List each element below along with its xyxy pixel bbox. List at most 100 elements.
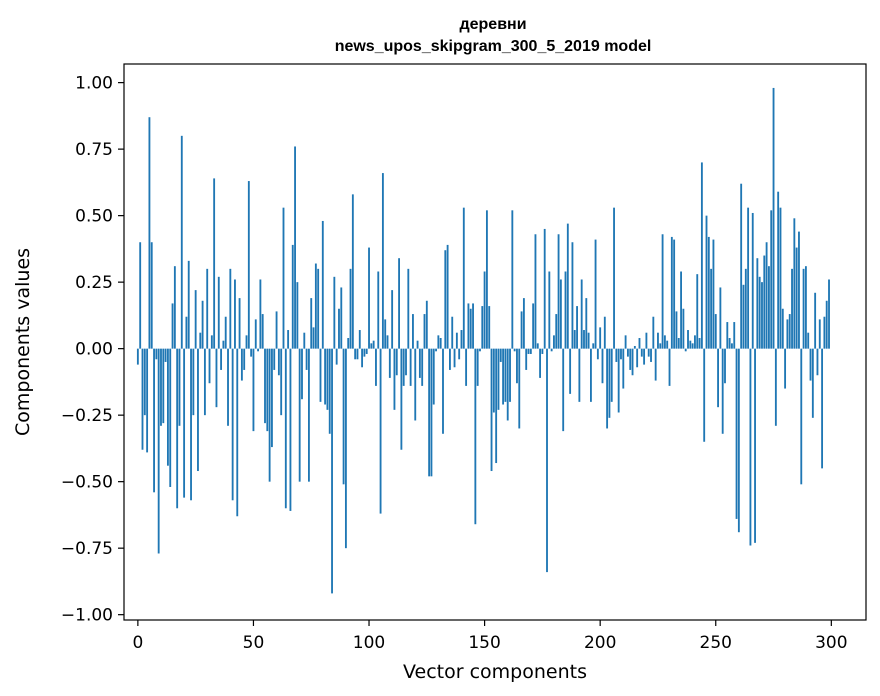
bar [451,316,454,349]
bar [243,348,246,370]
chart-title: деревни [459,16,526,33]
bar [675,311,678,349]
bar [754,348,756,543]
x-tick-label: 150 [468,633,500,653]
bar [566,223,569,349]
bar [714,314,717,349]
bar [234,279,236,349]
bar [294,146,296,349]
bar [744,268,747,349]
bar [391,290,394,349]
bar [453,348,456,368]
bar [305,348,308,370]
bar [728,338,731,349]
bar [781,308,784,349]
bar [365,348,368,354]
bar [312,327,315,349]
bar [340,287,343,349]
bar [368,247,370,349]
bar [777,191,780,349]
bar [176,348,179,509]
bar [449,348,451,370]
bar [405,348,407,376]
bar [160,348,162,426]
bar [442,348,444,434]
bar [788,314,791,349]
bar [594,239,597,349]
bar [222,340,225,349]
bar [381,173,384,349]
bar [694,335,696,349]
bar [136,348,139,365]
bar [240,348,243,381]
bar [774,348,777,426]
bar [603,316,606,349]
bar [654,348,657,381]
bar [326,348,329,410]
bar [682,308,685,349]
bar [525,348,528,370]
bar [250,348,253,357]
bar [210,335,213,349]
bar [280,348,283,416]
bar [804,266,807,349]
bar [483,271,486,349]
bar [687,330,689,349]
bar [460,330,463,349]
y-tick-label: −0.50 [61,473,113,493]
bar [613,207,615,349]
bar [807,332,810,349]
bar [321,220,324,349]
bar [259,279,262,349]
bar [800,348,803,485]
bar [153,348,155,493]
bar [622,348,625,389]
bar [763,255,766,349]
bar [289,348,292,511]
bar [439,338,442,349]
bar [696,274,699,349]
bar [284,348,287,509]
bar [197,348,199,472]
bar [185,316,188,349]
bar [388,348,391,378]
bar [726,322,729,349]
bar [643,348,646,365]
bar [257,348,259,352]
bar [208,348,211,384]
bar [518,348,521,429]
bar [268,348,271,482]
bar [652,316,655,349]
bar [245,335,248,349]
bar [647,348,650,357]
bar [798,231,800,349]
bar [620,348,622,360]
bar [606,348,609,429]
bar [354,348,357,360]
bar [421,348,424,386]
bar [351,194,354,349]
bar [823,316,826,349]
bar [645,332,648,349]
bar [252,348,255,432]
bar [740,183,743,349]
bar [534,234,537,349]
bar [825,300,828,349]
bar [412,314,414,349]
bar [372,340,375,349]
bar [180,135,183,349]
bar [520,311,523,349]
bar [717,348,719,408]
bar [559,279,562,349]
bar [814,292,817,349]
bar [767,266,770,349]
bar [668,348,671,386]
bar [400,348,403,450]
bar [485,210,488,349]
bar [758,276,761,349]
bar [543,228,546,349]
bar [529,348,532,354]
y-tick-label: −0.75 [61,539,113,559]
bar [437,335,440,349]
bar [273,348,276,370]
